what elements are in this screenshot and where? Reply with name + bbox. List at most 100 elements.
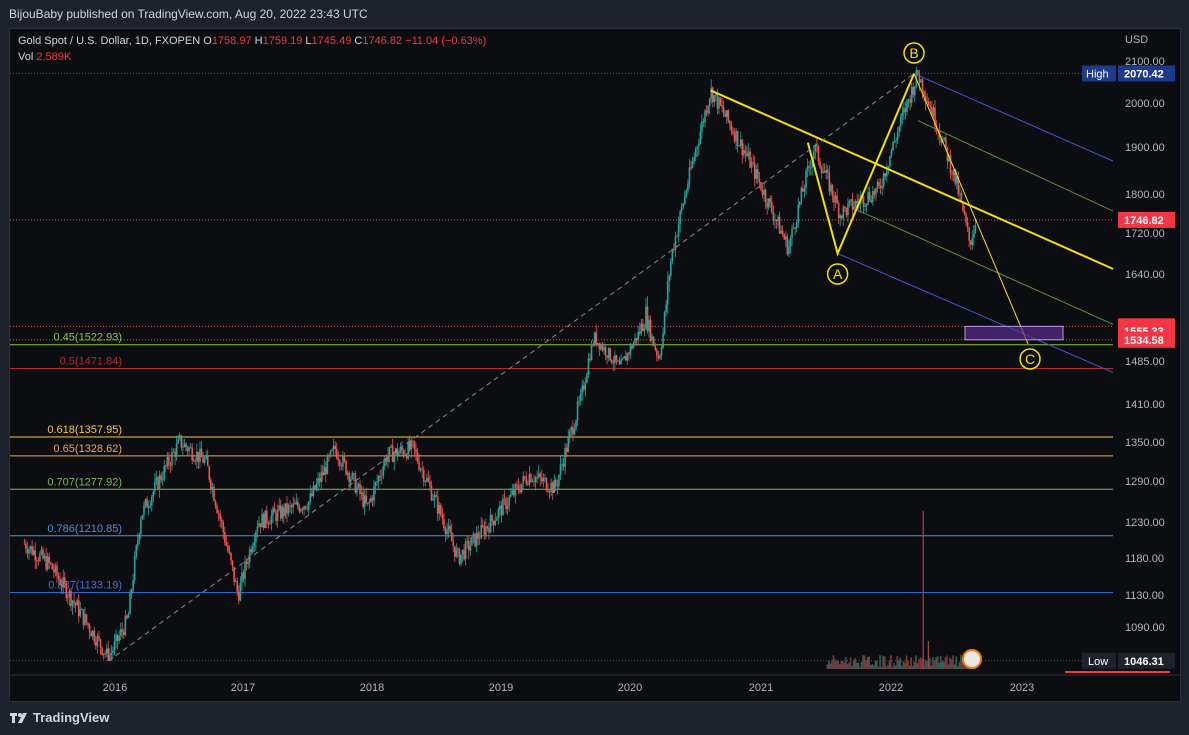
candle-body: [940, 137, 943, 143]
volume-bar: [953, 664, 956, 669]
candle-body: [368, 501, 371, 504]
ohlc-low: L1745.49: [305, 35, 352, 47]
candle-body: [840, 215, 843, 219]
symbol-title[interactable]: Gold Spot / U.S. Dollar, 1D, FXOPEN: [18, 35, 201, 47]
candle-body: [607, 348, 610, 358]
volume-bar: [941, 661, 944, 669]
candle-body: [567, 437, 570, 452]
candle-body: [68, 590, 71, 598]
volume-bar: [949, 657, 951, 669]
candle-body: [202, 457, 204, 463]
candle-body: [74, 603, 77, 606]
candle-body: [220, 519, 223, 523]
candle-body: [643, 328, 646, 332]
volume-bar: [908, 665, 911, 669]
candle-body: [523, 476, 526, 479]
candle-body: [767, 198, 770, 208]
volume-bar: [888, 660, 891, 669]
candle-body: [56, 565, 58, 576]
candle-body: [668, 275, 671, 282]
fibonacci-retracement[interactable]: 0.45(1522.93) 0.5(1471.84) 0.618(1357.95) 0…: [10, 332, 1113, 594]
candle-body: [427, 477, 430, 482]
candle-body: [875, 188, 877, 195]
candle-body: [76, 600, 78, 606]
candle-body: [595, 332, 598, 345]
candle-body: [805, 170, 807, 189]
candle-body: [45, 555, 47, 570]
volume-bar: [838, 664, 841, 669]
volume-bar: [939, 656, 942, 669]
candle-body: [488, 527, 490, 533]
candle-body: [426, 477, 428, 482]
candle-body: [253, 542, 256, 547]
candle-body: [834, 195, 837, 203]
chart-area[interactable]: 0.45(1522.93) 0.5(1471.84) 0.618(1357.95) 0…: [9, 28, 1181, 702]
candle-body: [63, 577, 66, 584]
candle-body: [792, 227, 795, 229]
candle-body: [197, 451, 200, 462]
price-axis[interactable]: 2100.00 2000.00 1900.00 1800.00 1720.00 1640.…: [1065, 34, 1175, 673]
candle-body: [719, 97, 722, 106]
price-chart[interactable]: 0.45(1522.93) 0.5(1471.84) 0.618(1357.95) 0…: [10, 29, 1180, 701]
candle-body: [359, 483, 361, 494]
candle-body: [798, 201, 801, 205]
candle-body: [924, 96, 927, 102]
candle-body: [57, 575, 60, 579]
candle-body: [656, 349, 658, 356]
candle-body: [868, 192, 871, 201]
candle-body: [926, 101, 929, 103]
volume-spike: [927, 641, 929, 669]
candle-body: [945, 137, 947, 147]
candle-body: [340, 465, 343, 467]
candle-body: [674, 236, 677, 250]
time-axis[interactable]: 2016 2017 2018 2019 2020 2021 2022 2023: [10, 674, 1180, 694]
candle-body: [286, 503, 288, 514]
candle-body: [407, 441, 409, 459]
candle-body: [441, 515, 444, 520]
candle-body: [489, 515, 492, 533]
volume-bar: [921, 658, 923, 669]
candle-body: [777, 216, 779, 222]
volume-bar: [894, 665, 897, 669]
candle-body: [430, 485, 433, 501]
candle-body: [219, 513, 221, 520]
candle-body: [722, 107, 725, 114]
candle-body: [794, 227, 796, 229]
candle-body: [230, 553, 232, 561]
candle-body: [480, 525, 483, 539]
candle-body: [957, 176, 960, 194]
volume-bar: [832, 655, 835, 669]
candle-body: [705, 110, 708, 114]
candle-body: [149, 505, 152, 507]
candle-body: [642, 323, 644, 332]
volume-bar: [956, 666, 959, 669]
candle-body: [326, 455, 329, 475]
candle-body: [298, 506, 301, 512]
candle-body: [382, 466, 385, 476]
candle-body: [769, 198, 772, 203]
price-tick: 1230.00: [1125, 517, 1165, 529]
candle-body: [216, 506, 218, 513]
candle-body: [965, 214, 967, 223]
candle-body: [40, 549, 43, 554]
candle-body: [660, 347, 663, 356]
volume-bar: [955, 656, 958, 669]
candle-body: [677, 224, 680, 236]
candle-body: [755, 169, 758, 179]
price-change: −11.04 (−0.63%): [405, 35, 487, 47]
candle-body: [460, 554, 462, 565]
candle-body: [455, 548, 458, 557]
candle-body: [721, 105, 723, 108]
currency-label: USD: [1125, 34, 1148, 46]
candle-body: [715, 94, 717, 96]
candle-body: [301, 509, 304, 510]
candle-body: [152, 491, 155, 497]
candle-body: [477, 532, 479, 539]
candle-body: [295, 501, 298, 505]
drawing-tools[interactable]: A B C: [108, 42, 1114, 669]
candle-body: [739, 139, 742, 146]
candle-body: [418, 461, 420, 470]
candle-body: [638, 331, 641, 334]
volume-bar: [837, 660, 839, 669]
candle-body: [287, 505, 290, 514]
